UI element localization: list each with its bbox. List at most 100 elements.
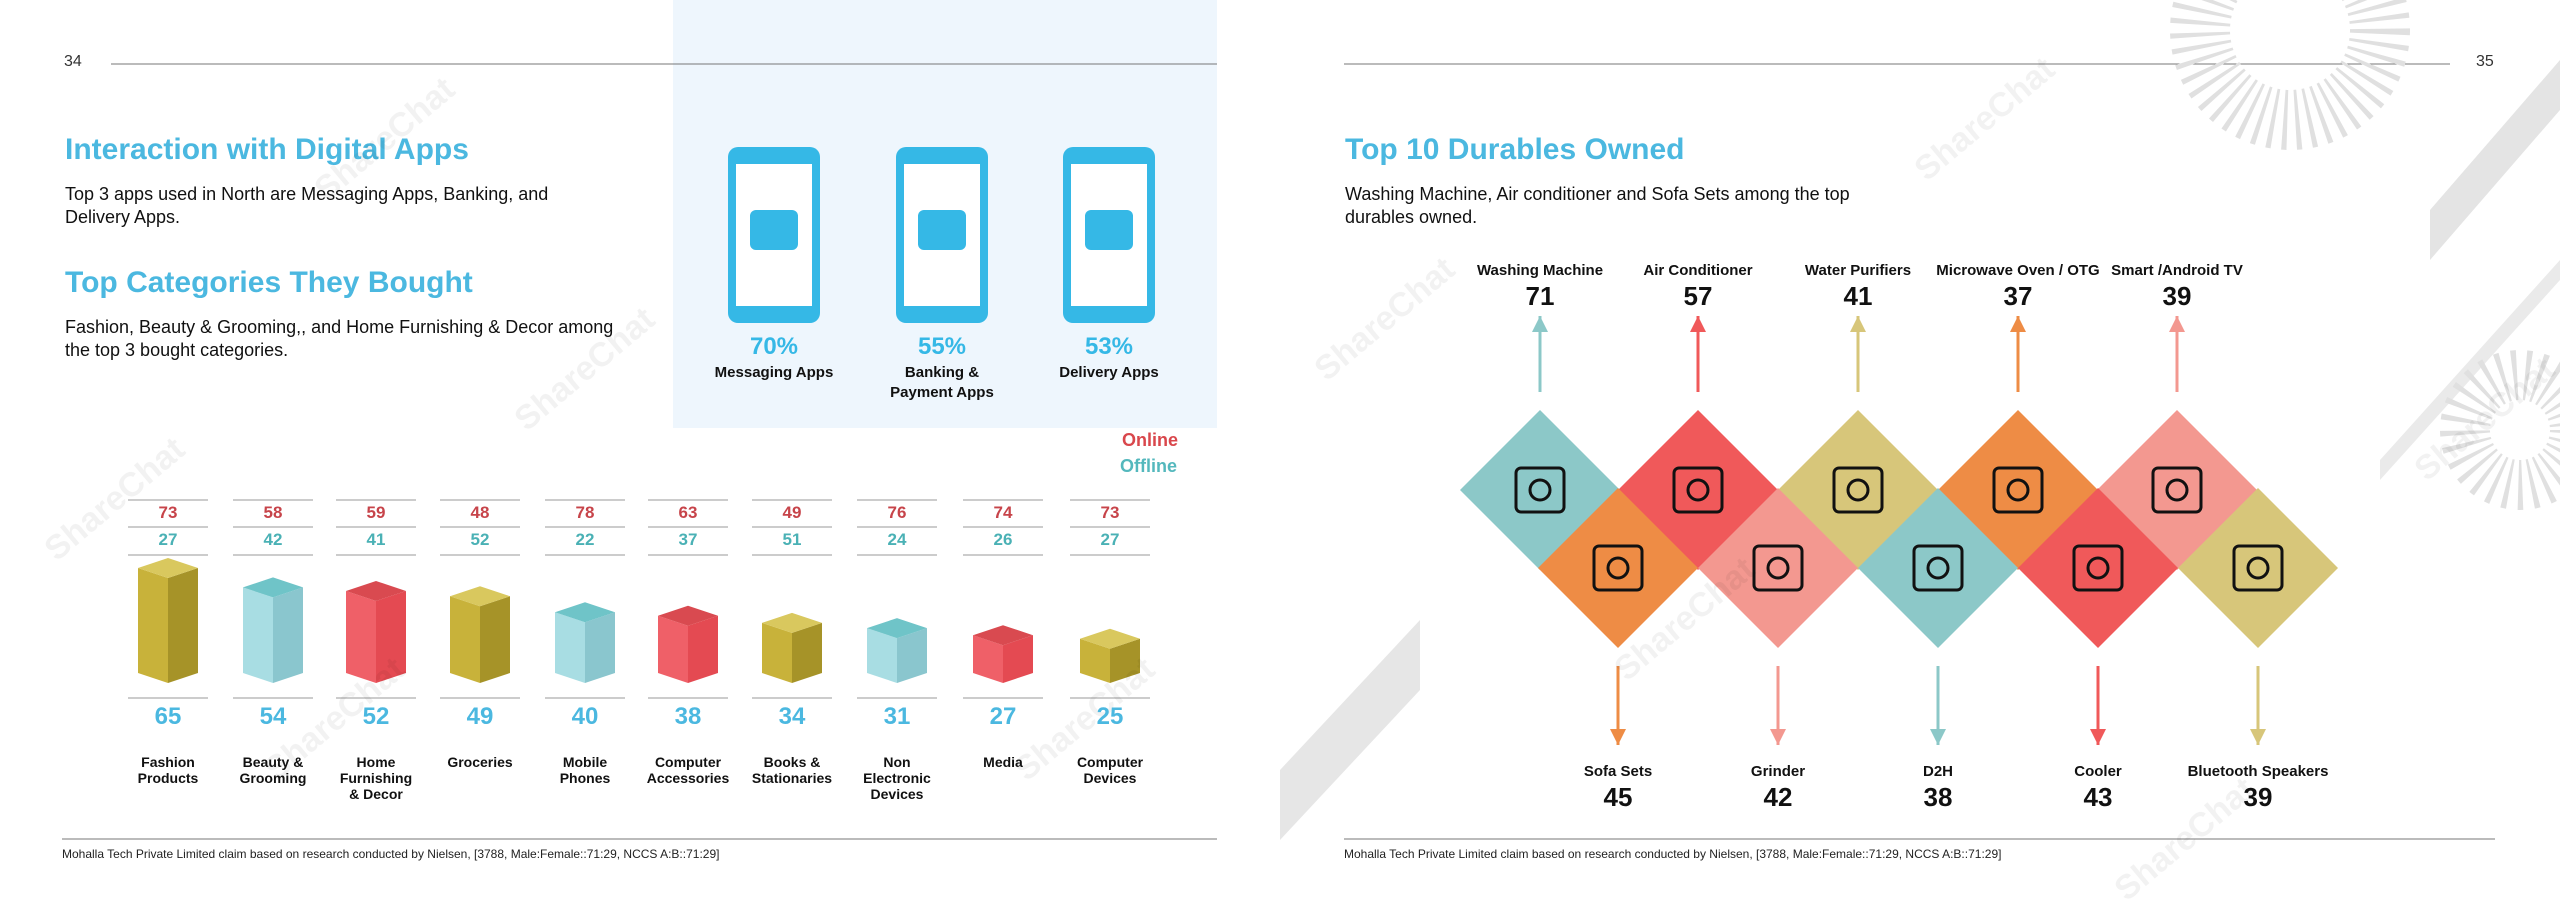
online-value: 48	[470, 503, 490, 522]
icon	[1514, 466, 1566, 514]
cube-right	[1003, 635, 1033, 683]
cube-left	[243, 587, 273, 683]
category-label: Home Furnishing & Decor	[339, 754, 413, 802]
durable-name: Sofa Sets	[1583, 763, 1653, 780]
durable-value: 41	[1843, 281, 1873, 311]
cube	[450, 586, 510, 683]
hatched-circle	[2170, 0, 2410, 150]
cube-left	[762, 622, 792, 683]
page-number: 35	[2476, 53, 2494, 70]
durable-value: 45	[1603, 782, 1633, 812]
icon	[1766, 556, 1790, 580]
text: Washing Machine, Air conditioner and Sof…	[1345, 184, 1850, 227]
icon	[2151, 466, 2203, 514]
stripe	[2380, 260, 2560, 480]
total-value: 34	[778, 703, 806, 730]
online-value: 49	[782, 503, 802, 522]
cube	[762, 612, 822, 683]
cube	[1080, 628, 1140, 683]
icon	[1752, 544, 1804, 592]
cube-left	[867, 628, 897, 683]
phone-icon	[918, 210, 966, 250]
offline-value: 51	[782, 530, 802, 549]
durable-value: 71	[1525, 281, 1555, 311]
icon	[1912, 544, 1964, 592]
total-value: 27	[989, 703, 1017, 730]
icon	[1926, 556, 1950, 580]
cube	[243, 577, 303, 683]
online-value: 73	[1100, 503, 1120, 522]
icon	[2246, 556, 2270, 580]
durable-value: 38	[1923, 782, 1953, 812]
footnote: Mohalla Tech Private Limited claim based…	[62, 847, 720, 861]
durable-name: Cooler	[2074, 763, 2122, 780]
arrow-head	[2090, 729, 2106, 745]
durable-value: 37	[2003, 281, 2033, 311]
category-label: Media	[983, 754, 1023, 770]
cube	[658, 605, 718, 683]
total-value: 54	[259, 703, 287, 730]
cube-top	[658, 605, 718, 626]
online-value: 76	[887, 503, 907, 522]
offline-value: 37	[678, 530, 698, 549]
cube	[138, 557, 198, 683]
cube-top	[555, 602, 615, 623]
cube-top	[138, 557, 198, 578]
category-label: Non Electronic Devices	[863, 754, 931, 802]
offline-value: 27	[158, 530, 178, 549]
arrow-head	[2010, 316, 2026, 332]
cube-top	[346, 580, 406, 601]
diamond	[2018, 488, 2178, 648]
online-value: 59	[366, 503, 386, 522]
durable-name: D2H	[1922, 763, 1954, 780]
hatched-circle	[2440, 350, 2560, 510]
arrow-head	[1690, 316, 1706, 332]
cube-top	[973, 625, 1033, 646]
stripe	[2430, 60, 2560, 260]
cube-right	[376, 590, 406, 683]
offline-value: 26	[993, 530, 1013, 549]
offline-value: 52	[470, 530, 490, 549]
icon	[1528, 478, 1552, 502]
cube-left	[1080, 638, 1110, 683]
cube-right	[273, 587, 303, 683]
icon	[2086, 556, 2110, 580]
category-label: Beauty & Grooming	[239, 754, 307, 786]
durable-name: Washing Machine	[1476, 262, 1604, 279]
footnote: Mohalla Tech Private Limited claim based…	[1344, 847, 2002, 861]
app-label: Banking & Payment Apps	[890, 364, 994, 401]
diamond	[1538, 488, 1698, 648]
category-label: Computer Accessories	[646, 754, 730, 786]
category-label: Mobile Phones	[559, 754, 611, 786]
cube	[867, 618, 927, 683]
diamond	[2178, 488, 2338, 648]
phone-icon	[1085, 210, 1133, 250]
cube-top	[867, 618, 927, 639]
online-value: 74	[993, 503, 1013, 522]
cube-left	[555, 612, 585, 683]
stripe	[1280, 620, 1420, 840]
cube-right	[688, 615, 718, 683]
durable-value: 39	[2243, 782, 2273, 812]
arrow-head	[1610, 729, 1626, 745]
icon	[1846, 478, 1870, 502]
icon	[1686, 478, 1710, 502]
cube	[346, 580, 406, 683]
durable-name: Bluetooth Speakers	[2187, 763, 2329, 780]
cube-right	[168, 567, 198, 683]
online-value: 73	[158, 503, 178, 522]
icon	[1606, 556, 1630, 580]
cube-left	[658, 615, 688, 683]
offline-value: 42	[263, 530, 283, 549]
title: Interaction with Digital Apps	[65, 133, 469, 166]
cube-right	[897, 628, 927, 683]
page-number: 34	[64, 53, 82, 70]
cube	[973, 625, 1033, 683]
cube-right	[480, 596, 510, 683]
offline-value: 41	[366, 530, 386, 549]
subtitle: Top Categories They Bought	[65, 266, 473, 299]
offline-value: 24	[887, 530, 907, 549]
total-value: 65	[154, 703, 182, 730]
